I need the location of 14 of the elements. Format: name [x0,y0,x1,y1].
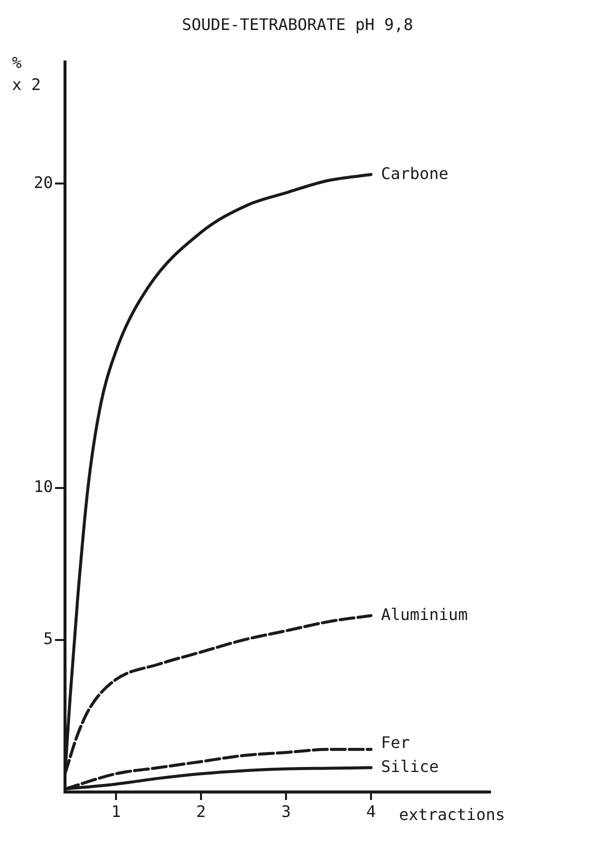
x-tick-label: 2 [196,802,206,821]
x-tick-label: 3 [281,802,291,821]
y-tick-label: 10 [34,476,53,496]
y-axis-title: % x 2 [12,52,41,96]
series-label: Silice [381,756,439,778]
series-label: Carbone [381,162,448,185]
x-tick-label: 4 [366,802,376,821]
series-label: Aluminium [381,604,468,626]
y-tick-label: 20 [34,172,53,192]
series-label: Fer [381,732,410,754]
x-axis-title: extractions [399,804,505,826]
y-tick-label: 5 [43,629,53,648]
x-tick-label: 1 [111,802,121,821]
chart-title: SOUDE-TETRABORATE pH 9,8 [180,14,414,36]
